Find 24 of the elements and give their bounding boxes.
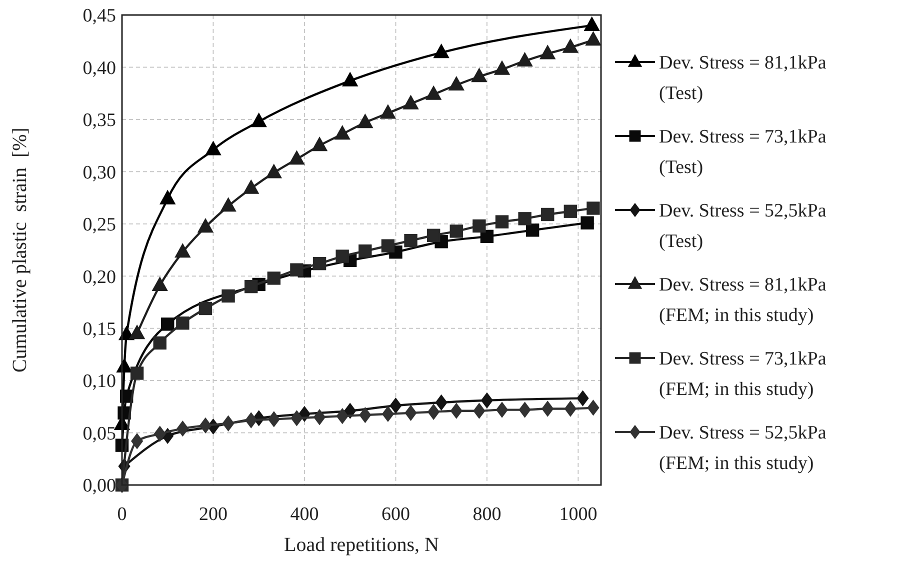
y-tick-label: 0,25 [82,214,116,236]
legend-label: Dev. Stress = 73,1kPa (FEM; in this study) [659,348,827,400]
x-tick-label: 200 [198,504,228,525]
y-tick-label: 0,05 [82,423,116,444]
legend-label: Dev. Stress = 52,5kPa (FEM; in this study) [659,422,827,474]
legend-label: Dev. Stress = 73,1kPa (Test) [659,126,827,178]
legend-label: Dev. Stress = 52,5kPa (Test) [659,200,827,252]
x-axis-title: Load repetitions, N [284,534,439,556]
legend-label: Dev. Stress = 81,1kPa (Test) [659,52,827,104]
y-axis-title: Cumulative plastic strain [%] [9,128,31,372]
y-tick-label: 0,20 [82,266,116,288]
legend-label: Dev. Stress = 81,1kPa (FEM; in this study) [659,274,827,326]
x-tick-label: 1000 [559,504,598,525]
y-tick-label: 0,30 [82,162,116,184]
y-tick-label: 0,10 [82,371,116,392]
y-tick-label: 0,45 [82,6,116,27]
x-tick-label: 400 [290,504,319,525]
x-tick-label: 600 [381,504,410,525]
x-tick-label: 0 [117,504,127,525]
y-tick-label: 0,35 [82,110,116,132]
x-tick-label: 800 [472,504,502,525]
y-tick-label: 0,00 [82,476,116,497]
y-tick-label: 0,15 [82,318,116,340]
y-tick-label: 0,40 [82,58,116,79]
